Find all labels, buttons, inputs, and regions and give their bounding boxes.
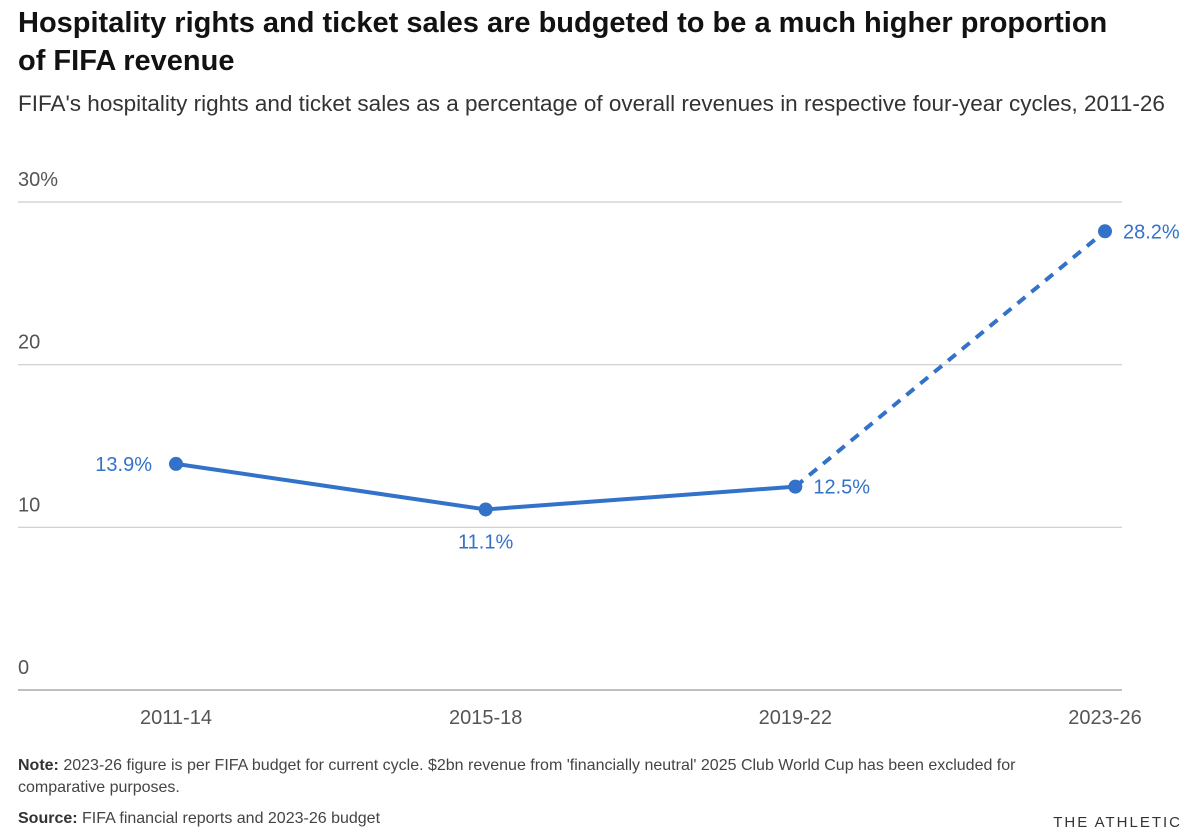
point	[169, 456, 183, 471]
x-tick-label: 2019-22	[759, 707, 832, 729]
source-text: FIFA financial reports and 2023-26 budge…	[82, 810, 381, 827]
source-label: Source:	[18, 810, 78, 827]
chart-title: Hospitality rights and ticket sales are …	[18, 7, 1108, 77]
y-tick-label: 30%	[18, 169, 58, 191]
value-label: 28.2%	[1123, 221, 1180, 243]
chart-subtitle: FIFA's hospitality rights and ticket sal…	[18, 91, 1165, 116]
value-label: 13.9%	[95, 454, 152, 476]
point	[478, 502, 493, 517]
x-tick-label: 2023-26	[1068, 707, 1141, 729]
point	[788, 479, 803, 494]
brand: THE ATHLETIC	[1053, 814, 1182, 831]
note-text: 2023-26 figure is per FIFA budget for cu…	[18, 757, 1016, 796]
line-projected	[794, 229, 1107, 489]
value-label: 12.5%	[813, 477, 870, 499]
x-tick-label: 2015-18	[449, 707, 522, 729]
source: Source: FIFA financial reports and 2023-…	[18, 810, 380, 828]
y-tick-label: 10	[18, 494, 40, 516]
x-tick-label: 2011-14	[140, 707, 212, 729]
point	[1098, 224, 1112, 239]
y-tick-label: 0	[18, 657, 29, 679]
y-tick-label: 20	[18, 332, 40, 354]
note-label: Note:	[18, 757, 59, 774]
value-label: 11.1%	[458, 531, 513, 553]
note: Note: 2023-26 figure is per FIFA budget …	[18, 755, 1038, 799]
